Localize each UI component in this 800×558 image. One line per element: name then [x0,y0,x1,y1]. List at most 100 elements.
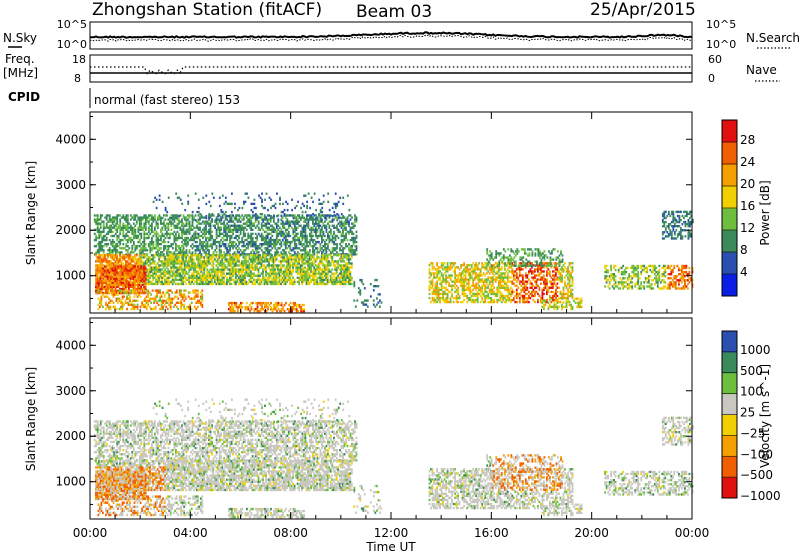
power-cell [347,218,349,220]
power-cell [173,306,175,308]
power-cell [354,214,356,216]
power-cell [237,239,239,241]
power-cell [184,281,186,283]
power-cell [220,239,222,241]
power-cell [299,304,301,306]
power-cell [265,239,267,241]
power-cell [164,283,166,285]
power-cell [133,243,135,245]
power-cell [122,262,124,264]
power-cell [176,291,178,293]
power-cell [134,229,136,231]
power-cell [175,235,177,237]
power-cell [287,203,289,205]
power-cell [162,306,164,308]
power-cell [336,205,338,207]
power-cell [429,293,431,295]
power-cell [157,283,159,285]
power-cell [134,289,136,291]
power-cell [285,279,287,281]
power-cell [278,308,280,310]
power-cell [113,235,115,237]
power-cell [243,251,245,253]
power-cell [291,256,293,258]
power-cell [205,251,207,253]
power-cell [196,281,198,283]
power-cell [189,221,191,223]
power-cell [197,306,199,308]
power-cell [122,229,124,231]
power-cell [309,243,311,245]
power-cell [125,267,127,269]
power-cell [115,247,117,249]
power-cell [223,213,225,215]
power-cell [244,245,246,247]
power-cell [220,249,222,251]
power-cell [116,239,118,241]
power-cell [294,302,296,304]
power-cell [429,297,431,299]
power-cell [206,268,208,270]
power-cell [218,277,220,279]
power-cell [310,268,312,270]
power-cell [246,302,248,304]
power-cell [327,193,329,195]
power-cell [122,233,124,235]
power-cell [326,225,328,227]
power-cell [147,293,149,295]
power-cell [335,193,337,195]
power-cell [316,258,318,260]
power-cell [318,256,320,258]
power-cell [305,247,307,249]
power-cell [166,214,168,216]
power-cell [193,258,195,260]
power-cell [195,235,197,237]
power-cell [246,258,248,260]
power-cell [217,213,219,215]
power-cell [308,221,310,223]
power-cell [310,266,312,268]
power-cell [103,229,105,231]
power-cell [315,273,317,275]
power-cell [298,247,300,249]
power-cell [162,229,164,231]
power-cell [178,258,180,260]
power-cell [293,306,295,308]
power-cell [333,262,335,264]
power-cell [323,201,325,203]
power-cell [212,266,214,268]
power-cell [123,296,125,298]
power-cell [285,251,287,253]
power-cell [104,265,106,267]
power-cell [327,256,329,258]
power-cell [317,249,319,251]
power-cell [276,275,278,277]
power-cell [119,251,121,253]
power-cell [212,264,214,266]
power-cell [240,225,242,227]
power-cell [282,211,284,213]
power-cell [149,225,151,227]
power-cell [98,284,100,286]
power-cell [206,279,208,281]
power-cell [214,219,216,221]
power-cell [250,271,252,273]
power-cell [156,231,158,233]
power-cell [317,229,319,231]
power-cell [295,245,297,247]
power-cell [183,247,185,249]
power-cell [229,281,231,283]
power-cell [160,231,162,233]
power-cell [129,298,131,300]
power-cell [160,243,162,245]
power-cell [134,286,136,288]
power-cell [315,243,317,245]
power-cell [282,266,284,268]
power-cell [210,221,212,223]
power-cell [178,215,180,217]
power-cell [239,215,241,217]
power-cell [268,227,270,229]
power-cell [149,291,151,293]
power-cell [205,215,207,217]
